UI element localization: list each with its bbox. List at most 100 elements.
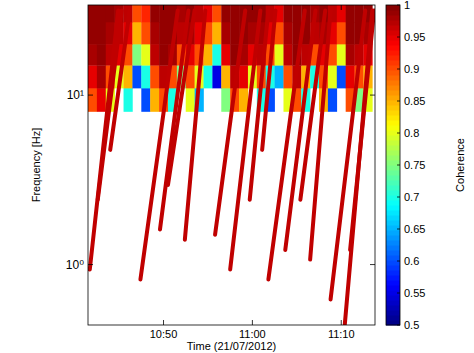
colorbar-tick — [397, 325, 400, 326]
colorbar-segment — [386, 15, 400, 21]
coherence-cell — [141, 65, 150, 88]
plot-frame — [88, 5, 375, 325]
colorbar-tick — [397, 69, 400, 70]
coherence-streak — [160, 10, 188, 229]
colorbar-segment — [386, 30, 400, 36]
coherence-cell — [97, 22, 106, 44]
colorbar-segment — [386, 200, 400, 206]
coherence-cell — [124, 88, 133, 112]
colorbar-tick-label: 0.65 — [404, 223, 425, 235]
x-tick-label: 10:50 — [150, 328, 178, 340]
colorbar-tick-label: 0.95 — [404, 31, 425, 43]
y-tick-right — [370, 264, 375, 265]
x-tick-top — [341, 5, 342, 10]
colorbar-segment — [386, 240, 400, 246]
colorbar-tick — [397, 5, 400, 6]
colorbar-segment — [386, 140, 400, 146]
colorbar-segment — [386, 105, 400, 111]
colorbar-segment — [386, 230, 400, 236]
colorbar-segment — [386, 45, 400, 51]
coherence-cell — [132, 65, 141, 88]
y-tick-label: 10¹ — [67, 88, 84, 102]
x-axis-label: Time (21/07/2012) — [187, 340, 276, 352]
colorbar-segment — [386, 10, 400, 16]
chart: 10:5011:0011:1010⁰10¹Time (21/07/2012)Fr… — [0, 0, 474, 353]
plot-marks — [88, 5, 374, 325]
coherence-streak — [310, 10, 330, 259]
coherence-cell — [150, 88, 159, 112]
y-tick — [88, 95, 93, 96]
colorbar-segment — [386, 215, 400, 221]
colorbar-tick-label: 0.55 — [404, 287, 425, 299]
colorbar-segment — [386, 315, 400, 321]
x-tick — [341, 320, 342, 325]
colorbar-segment — [386, 260, 400, 266]
coherence-cell — [212, 5, 221, 22]
colorbar-segment — [386, 310, 400, 316]
coherence-cell — [141, 5, 150, 22]
colorbar-segment — [386, 300, 400, 306]
colorbar-tick-label: 0.7 — [404, 191, 419, 203]
coherence-cell — [346, 65, 355, 88]
colorbar-segment — [386, 275, 400, 281]
coherence-cell — [97, 88, 106, 112]
x-tick-label: 11:00 — [239, 328, 266, 340]
coherence-cell — [221, 22, 230, 44]
coherence-cell — [292, 5, 301, 22]
y-axis-label: Frequency [Hz] — [30, 128, 42, 203]
coherence-cell — [204, 44, 213, 65]
colorbar-tick-label: 0.6 — [404, 255, 419, 267]
coherence-streak — [185, 10, 205, 239]
colorbar-segment — [386, 170, 400, 176]
coherence-cell — [150, 44, 159, 65]
colorbar-tick — [397, 101, 400, 102]
coherence-cell — [204, 65, 213, 88]
y-tick-right — [370, 95, 375, 96]
colorbar-segment — [386, 35, 400, 41]
colorbar-segment — [386, 70, 400, 76]
colorbar-tick — [397, 261, 400, 262]
coherence-cell — [337, 65, 346, 88]
coherence-cell — [88, 88, 97, 112]
coherence-cell — [212, 22, 221, 44]
colorbar-tick-label: 0.75 — [404, 159, 425, 171]
colorbar-label: Coherence — [454, 138, 466, 192]
colorbar-tick-label: 0.85 — [404, 95, 425, 107]
colorbar-segment — [386, 185, 400, 191]
colorbar-segment — [386, 80, 400, 86]
colorbar-segment — [386, 25, 400, 31]
colorbar-segment — [386, 40, 400, 46]
colorbar-segment — [386, 50, 400, 56]
plot-background — [88, 5, 375, 325]
x-tick-top — [252, 5, 253, 10]
coherence-cell — [346, 22, 355, 44]
coherence-cell — [186, 88, 195, 112]
colorbar-tick — [397, 293, 400, 294]
coherence-cell — [97, 44, 106, 65]
coherence-cell — [150, 5, 159, 22]
coherence-cell — [346, 5, 355, 22]
coherence-cell — [159, 44, 168, 65]
coherence-cell — [97, 5, 106, 22]
colorbar-segment — [386, 235, 400, 241]
colorbar-segment — [386, 220, 400, 226]
coherence-cell — [275, 44, 284, 65]
colorbar-segment — [386, 255, 400, 261]
colorbar-segment — [386, 195, 400, 201]
coherence-cell — [337, 44, 346, 65]
colorbar-tick — [397, 37, 400, 38]
colorbar-tick-label: 0.9 — [404, 63, 419, 75]
coherence-cell — [221, 44, 230, 65]
coherence-cell — [150, 22, 159, 44]
coherence-cell — [88, 5, 97, 22]
coherence-cell — [328, 88, 337, 112]
coherence-cell — [230, 22, 239, 44]
coherence-cell — [337, 5, 346, 22]
coherence-cell — [159, 22, 168, 44]
coherence-cell — [97, 65, 106, 88]
coherence-cell — [283, 22, 292, 44]
colorbar-segment — [386, 245, 400, 251]
colorbar-frame — [386, 5, 400, 325]
colorbar-segment — [386, 150, 400, 156]
colorbar-segment — [386, 20, 400, 26]
